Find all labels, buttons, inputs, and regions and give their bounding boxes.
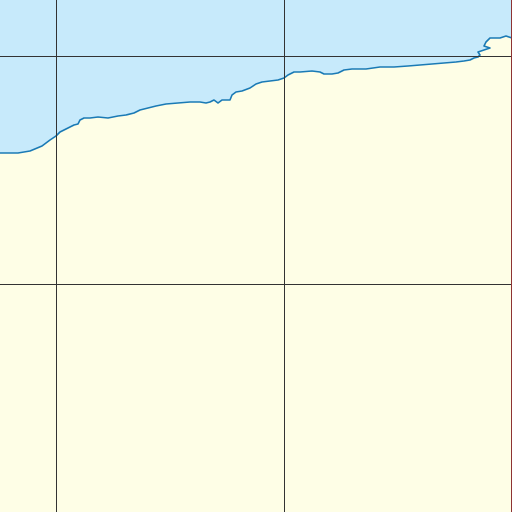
- land-area: [0, 36, 512, 512]
- coastline: [0, 35, 512, 154]
